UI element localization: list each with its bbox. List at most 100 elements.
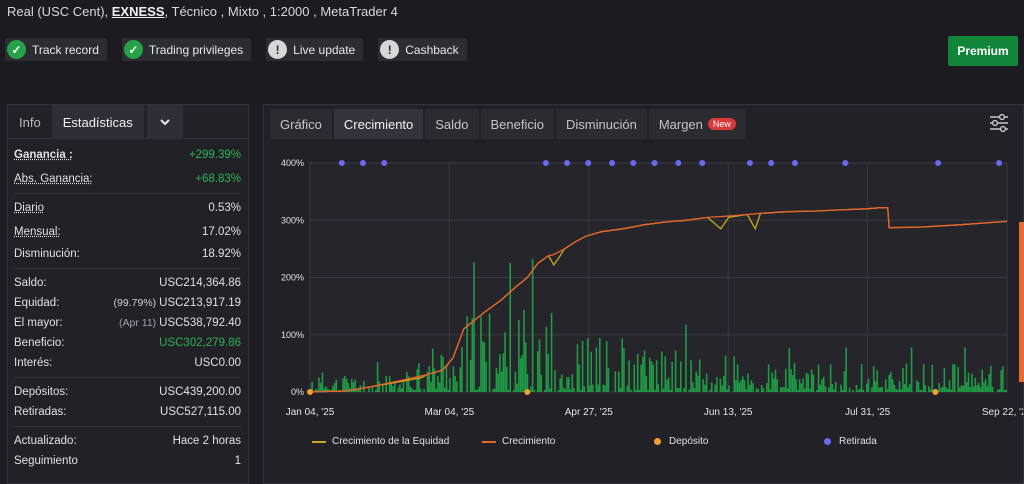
activity-bar — [497, 373, 499, 392]
activity-bar — [752, 383, 754, 392]
activity-bar — [452, 366, 455, 392]
activity-bar — [769, 389, 772, 392]
activity-bar — [350, 378, 353, 392]
activity-bar — [636, 353, 639, 392]
stat-label[interactable]: Abs. Ganancia: — [14, 173, 93, 185]
withdrawal-point — [842, 160, 849, 166]
activity-bar — [946, 388, 949, 392]
badge-cashback[interactable]: ! Cashback — [378, 38, 467, 61]
legend-withdrawal[interactable]: Retirada — [824, 436, 877, 447]
tab-saldo[interactable]: Saldo — [425, 109, 479, 139]
activity-bar — [538, 339, 541, 392]
activity-bar — [428, 366, 431, 392]
legend-equity[interactable]: Crecimiento de la Equidad — [312, 436, 449, 447]
activity-bar — [474, 389, 477, 392]
activity-bar — [440, 354, 443, 392]
stat-label: Saldo: — [14, 277, 47, 289]
premium-button[interactable]: Premium — [948, 36, 1018, 66]
activity-bar — [990, 365, 992, 392]
withdrawal-point — [338, 160, 345, 166]
activity-bar — [650, 361, 653, 392]
activity-bar — [576, 344, 579, 392]
activity-bar — [835, 382, 837, 392]
account-header: Real (USC Cent), EXNESS, Técnico , Mixto… — [7, 4, 398, 19]
stat-label: El mayor: — [14, 317, 63, 329]
activity-bar — [643, 350, 646, 392]
x-tick-label: Jul 31, '25 — [845, 407, 891, 418]
activity-bar — [809, 388, 811, 392]
growth-line-swatch — [482, 440, 496, 443]
activity-bar — [960, 385, 963, 392]
activity-bar — [924, 385, 927, 392]
activity-bar — [661, 351, 663, 392]
tab-margen[interactable]: Margen New — [648, 109, 746, 139]
badge-live-update[interactable]: ! Live update — [266, 38, 364, 61]
activity-bar — [473, 262, 475, 392]
tab-crecimiento[interactable]: Crecimiento — [333, 109, 424, 139]
activity-bar — [662, 388, 665, 392]
activity-bar — [325, 386, 327, 392]
legend-growth[interactable]: Crecimiento — [482, 436, 555, 447]
stat-value: USC214,364.86 — [159, 277, 241, 289]
broker-link[interactable]: EXNESS — [111, 4, 165, 19]
tab-grafico[interactable]: Gráfico — [270, 109, 332, 139]
stat-label[interactable]: Ganancia : — [14, 149, 73, 161]
activity-bar — [760, 384, 763, 392]
activity-bar — [588, 385, 591, 392]
activity-bar — [518, 320, 520, 392]
activity-bar — [411, 388, 413, 392]
tabs-dropdown[interactable] — [146, 105, 183, 139]
withdrawal-point — [381, 160, 388, 166]
stat-value: 17.02% — [201, 226, 241, 238]
activity-bar — [347, 383, 350, 392]
activity-bar — [314, 389, 317, 392]
badge-track-record[interactable]: ✓ Track record — [5, 38, 107, 61]
activity-bar — [791, 375, 794, 392]
activity-bar — [697, 375, 699, 392]
tab-estadisticas[interactable]: Estadísticas — [51, 105, 144, 139]
activity-bar — [344, 375, 346, 392]
x-tick-label: Sep 22, '25 — [982, 407, 1023, 418]
activity-bar — [561, 374, 563, 392]
activity-bar — [886, 389, 889, 392]
activity-bar — [456, 381, 458, 392]
tab-beneficio[interactable]: Beneficio — [480, 109, 554, 139]
activity-bar — [957, 366, 959, 392]
activity-bar — [666, 379, 668, 392]
activity-bar — [669, 389, 672, 392]
activity-bar — [714, 384, 717, 392]
activity-bar — [397, 387, 400, 392]
activity-bar — [704, 384, 706, 392]
activity-bar — [766, 383, 768, 392]
stat-label[interactable]: Diario — [14, 202, 45, 214]
deposit-dot-swatch — [654, 438, 661, 445]
stats-list: Ganancia : +299.39% Abs. Ganancia: +68.8… — [8, 145, 248, 471]
tab-info[interactable]: Info — [19, 114, 41, 130]
activity-bar — [590, 351, 592, 392]
activity-bar — [571, 374, 574, 392]
activity-bar — [628, 360, 630, 392]
activity-bar — [480, 316, 482, 392]
activity-bar — [461, 347, 463, 392]
legend-deposit[interactable]: Depósito — [654, 436, 708, 447]
badge-trading-privileges[interactable]: ✓ Trading privileges — [121, 38, 252, 61]
deposit-point — [307, 389, 313, 395]
activity-bar — [779, 387, 782, 392]
activity-bar — [595, 347, 598, 392]
tab-label: Margen — [658, 116, 703, 132]
activity-bar — [381, 383, 384, 392]
activity-bar — [526, 373, 529, 392]
activity-bar — [922, 364, 925, 392]
legend-label: Crecimiento de la Equidad — [332, 436, 450, 447]
activity-bar — [402, 380, 405, 392]
activity-bar — [540, 374, 543, 392]
growth-chart[interactable]: 0% 100% 200% 300% 400% Jan 04, '25 Mar 04, '25… — [264, 143, 1023, 433]
tab-disminucion[interactable]: Disminución — [556, 109, 647, 139]
chevron-down-icon — [160, 118, 170, 125]
activity-bar — [940, 387, 942, 392]
activity-bar — [719, 378, 722, 392]
activity-bar — [755, 388, 758, 392]
withdrawal-point — [542, 160, 549, 166]
stat-label[interactable]: Mensual: — [14, 226, 61, 238]
settings-sliders-icon[interactable] — [989, 113, 1009, 133]
